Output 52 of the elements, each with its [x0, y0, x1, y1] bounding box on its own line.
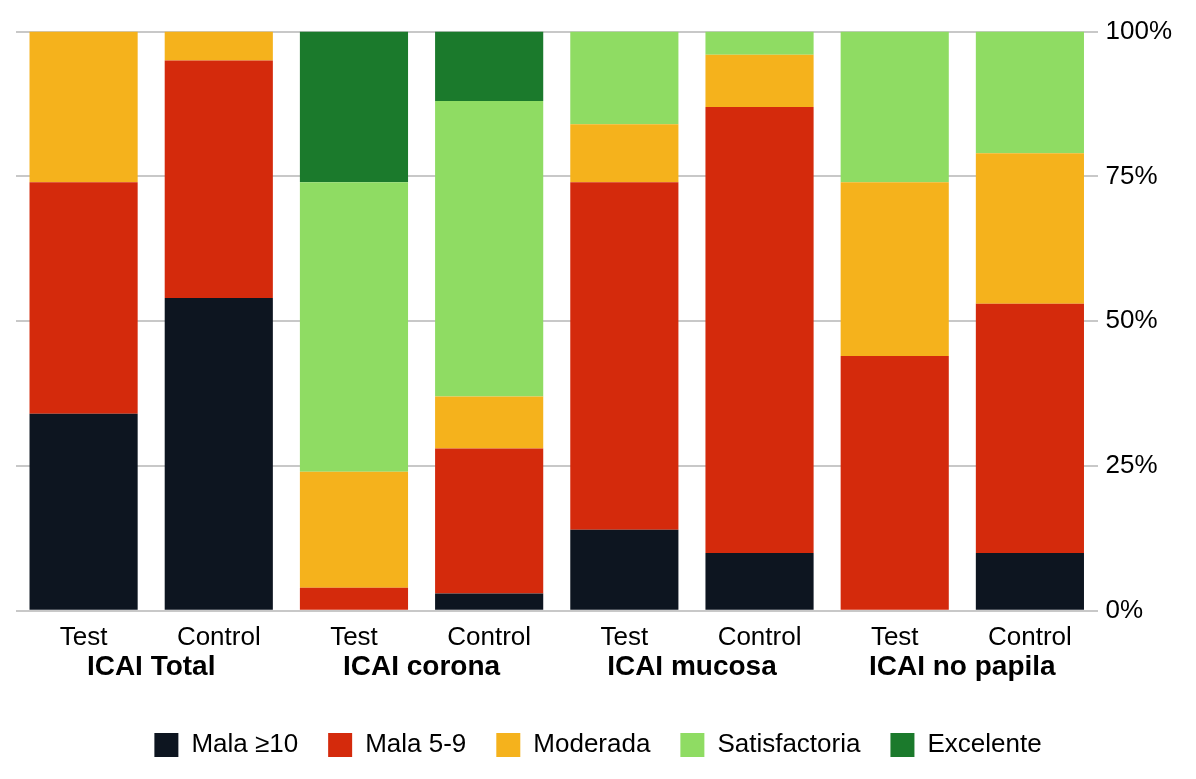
bar: [975, 303, 1084, 553]
bar: [29, 182, 138, 414]
bar: [29, 413, 138, 610]
bar: [164, 60, 273, 299]
bar: [299, 182, 409, 472]
bar: [975, 31, 1084, 154]
x-tick-label: Control: [176, 620, 261, 651]
bar: [840, 31, 949, 183]
bar: [299, 587, 409, 610]
bar: [435, 448, 544, 594]
x-tick-label: Test: [330, 620, 379, 651]
x-tick-label: Test: [870, 620, 920, 651]
bar: [705, 552, 814, 610]
bar: [570, 529, 679, 610]
bar: [435, 31, 544, 102]
bar: [705, 54, 814, 107]
bar: [705, 31, 814, 55]
bar: [29, 31, 138, 183]
bar: [435, 593, 544, 610]
bar: [435, 396, 544, 449]
legend-label: Excelente: [927, 728, 1042, 759]
text: ICAI no papila: [868, 649, 1057, 681]
bar: [975, 552, 1084, 610]
text: ICAI mucosa: [607, 649, 778, 681]
bar: [299, 471, 409, 588]
x-tick-label: Test: [600, 620, 649, 651]
y-tick-label: 100%: [1105, 14, 1172, 45]
text: ICAI corona: [342, 649, 501, 681]
y-tick-label: 0%: [1105, 593, 1144, 624]
bar: [164, 298, 273, 610]
bar: [570, 31, 679, 125]
x-tick-label: Control: [447, 620, 532, 651]
legend-label: Moderada: [533, 728, 651, 759]
bar: [164, 31, 273, 61]
bar: [840, 182, 949, 356]
legend-label: Mala ≥10: [191, 728, 299, 759]
bar: [975, 153, 1084, 304]
text: ICAI Total: [86, 649, 216, 681]
legend-label: Mala 5-9: [365, 728, 467, 759]
bar: [840, 355, 949, 610]
bar: [299, 31, 409, 183]
bar: [435, 101, 544, 397]
legend-label: Satisfactoria: [717, 728, 861, 759]
y-tick-label: 75%: [1105, 159, 1158, 190]
bar: [570, 124, 679, 183]
x-tick-label: Control: [987, 620, 1072, 651]
bar: [705, 106, 814, 553]
x-tick-label: Test: [59, 620, 109, 651]
bar: [570, 182, 679, 530]
y-tick-label: 50%: [1105, 304, 1158, 335]
y-tick-label: 25%: [1105, 449, 1158, 480]
x-tick-label: Control: [717, 620, 802, 651]
